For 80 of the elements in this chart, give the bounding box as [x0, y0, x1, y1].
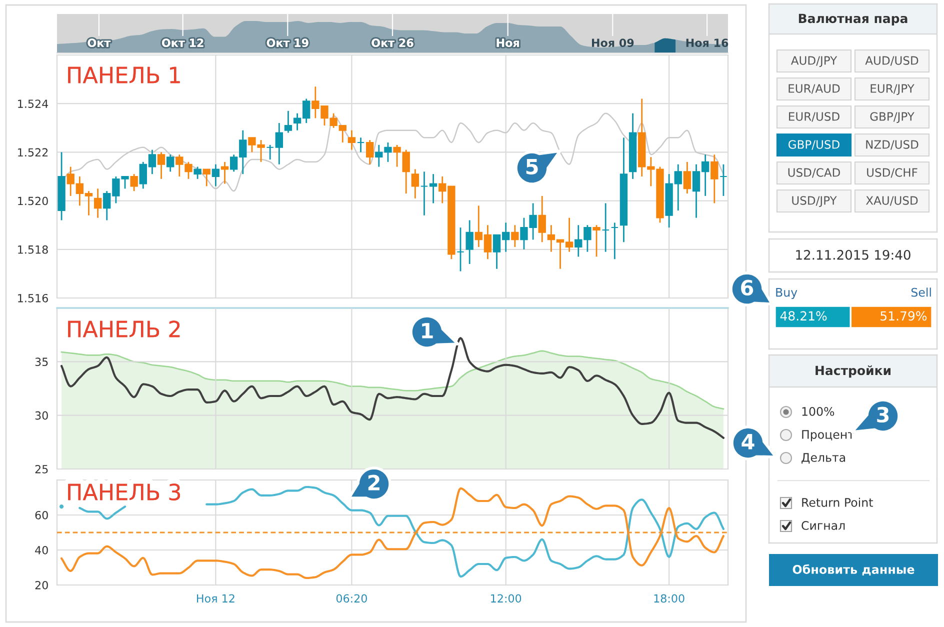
category-label: AUD/USD: [865, 56, 918, 66]
y-tick-label: 20: [35, 580, 48, 590]
candlestick: [130, 173, 138, 192]
candlestick: [720, 164, 728, 197]
x-tick-label: Окт 19: [266, 38, 308, 48]
candlestick: [466, 220, 474, 265]
data-label: 51.79%: [880, 311, 927, 321]
category-label: GBP/USD: [788, 140, 840, 150]
annotation: 5: [526, 159, 538, 175]
candlestick: [420, 170, 428, 216]
data-label: 48.21%: [780, 311, 827, 321]
y-tick-label: 1.522: [18, 148, 48, 157]
text: 4: [742, 434, 754, 450]
x-tick-label: Ноя: [496, 38, 519, 48]
category-label: USD/JPY: [792, 196, 837, 207]
candlestick: [511, 224, 519, 248]
text: 6: [741, 280, 754, 296]
candlestick: [366, 139, 374, 166]
series-label: Sell: [911, 288, 931, 297]
y-tick-label: 60: [35, 510, 48, 520]
text: Валютная пара: [798, 14, 908, 26]
chart-title: ПАНЕЛЬ 1: [68, 66, 180, 84]
y-tick-label: 25: [35, 464, 48, 474]
candlestick: [456, 226, 464, 272]
y-tick-label: 1.520: [18, 196, 48, 206]
candlestick: [166, 154, 174, 172]
candlestick: [348, 130, 356, 150]
series-label: Buy: [776, 288, 798, 300]
candlestick: [411, 168, 420, 200]
x-tick-label: 12:00: [491, 594, 522, 603]
category-label: EUR/AUD: [788, 84, 840, 94]
category-label: AUD/JPY: [790, 56, 838, 67]
candlestick: [202, 168, 210, 187]
candlestick: [710, 154, 718, 204]
annotation: 2: [368, 474, 380, 490]
category-label: EUR/USD: [789, 112, 840, 122]
y-tick-label: 40: [35, 546, 48, 554]
chart-title: ПАНЕЛЬ 3: [68, 484, 180, 500]
x-tick-label: Ноя 09: [592, 38, 634, 48]
category-label: Дельта: [802, 453, 846, 464]
text: Обновить данные: [792, 564, 914, 576]
x-tick-label: Окт 12: [162, 38, 204, 48]
y-tick-label: 1.524: [18, 100, 48, 108]
y-tick-label: 1.518: [18, 245, 48, 254]
candlestick: [602, 202, 610, 253]
y-tick-label: 35: [35, 358, 48, 366]
category-label: 100%: [802, 406, 834, 416]
annotation: 1: [422, 323, 433, 338]
x-tick-label: 06:20: [336, 594, 367, 603]
candlestick: [592, 224, 600, 258]
candlestick: [683, 161, 692, 194]
y-tick-label: 30: [35, 411, 48, 420]
text: 3: [877, 406, 889, 423]
candlestick: [356, 136, 365, 153]
x-tick-label: Окт 26: [372, 38, 414, 48]
x-tick-label: Окт: [88, 38, 111, 48]
y-tick-label: 1.516: [18, 294, 48, 302]
category-label: Процент: [802, 430, 854, 442]
candlestick: [266, 144, 274, 160]
candlestick: [157, 152, 166, 180]
category-label: Return Point: [802, 498, 873, 507]
text: 12.11.2015 19:40: [796, 250, 910, 260]
category-label: USD/CAD: [788, 168, 840, 178]
candlestick: [275, 122, 283, 166]
category-label: USD/CHF: [867, 168, 918, 178]
candlestick: [610, 222, 618, 260]
candlestick: [94, 188, 102, 219]
x-tick-label: 18:00: [654, 594, 684, 603]
candlestick: [538, 195, 546, 243]
category-label: EUR/JPY: [870, 84, 914, 95]
candlestick: [284, 110, 292, 134]
category-label: NZD/USD: [866, 140, 918, 150]
category-label: GBP/JPY: [870, 112, 914, 123]
category-label: XAU/USD: [866, 196, 918, 206]
candlestick: [212, 164, 220, 187]
x-tick-label: Ноя 12: [197, 594, 234, 603]
chart-title: ПАНЕЛЬ 2: [68, 320, 180, 338]
category-label: Сигнал: [802, 520, 845, 530]
text: Настройки: [816, 365, 890, 378]
candlestick: [194, 166, 202, 180]
